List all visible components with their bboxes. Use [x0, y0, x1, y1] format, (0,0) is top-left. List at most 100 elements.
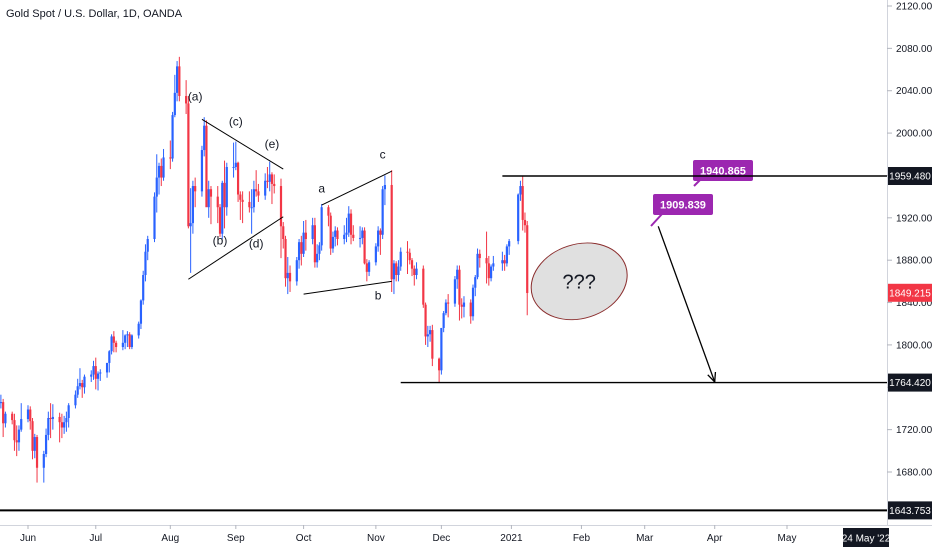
x-tick-label: Feb: [573, 533, 591, 544]
candle-body: [4, 413, 7, 424]
candle-body: [67, 405, 70, 418]
candle-body: [447, 302, 450, 304]
candle-body: [273, 183, 276, 187]
candle-body: [279, 186, 283, 227]
candle-body: [153, 196, 156, 239]
candle-body: [13, 420, 16, 441]
candle-body: [397, 266, 400, 276]
candle-body: [343, 234, 346, 239]
candle-body: [81, 383, 84, 388]
callout-tail: [650, 213, 663, 227]
x-tick-label: Jun: [20, 533, 36, 544]
chart-title: Gold Spot / U.S. Dollar, 1D, OANDA: [6, 8, 183, 20]
candle-body: [381, 189, 384, 235]
candle-body: [440, 327, 443, 371]
candle-body: [395, 263, 398, 276]
callout-box: [653, 194, 713, 215]
candle-body: [78, 383, 82, 387]
candle-body: [26, 409, 30, 420]
callout-text: 1940.865: [700, 166, 746, 178]
candle-body: [300, 242, 303, 254]
candle-body: [474, 277, 477, 288]
candle-body: [390, 184, 393, 280]
candle-body: [185, 96, 188, 104]
candle-body: [63, 422, 66, 428]
y-tick-label: 1840.000: [896, 298, 932, 309]
candle-body: [505, 246, 508, 264]
candle-body: [336, 230, 339, 239]
candle-body: [304, 232, 307, 239]
candle-body: [352, 234, 355, 238]
candle-body: [334, 230, 337, 237]
candle-body: [216, 196, 219, 208]
candle-body: [485, 258, 488, 264]
candle-body: [252, 189, 255, 208]
candle-body: [442, 313, 445, 328]
horizontal-lines: [0, 175, 887, 512]
candle-body: [487, 263, 490, 279]
candle-body: [83, 376, 86, 388]
y-tick-label: 2040.000: [896, 86, 932, 97]
candle-body: [108, 351, 111, 363]
candle-body: [218, 207, 222, 234]
wave-label: c: [380, 148, 386, 162]
candle-body: [406, 251, 409, 253]
candle-body: [431, 330, 434, 359]
wave-label: (d): [249, 236, 264, 250]
candle-body: [458, 269, 461, 305]
candle-body: [264, 180, 267, 196]
candle-body: [130, 335, 134, 348]
wedge-lower-line: [303, 280, 392, 295]
candle-body: [365, 263, 368, 272]
candle-body: [526, 225, 529, 294]
candle-body: [426, 334, 429, 337]
candle-body: [377, 230, 380, 247]
candle-body: [49, 417, 52, 420]
candle-body: [302, 232, 305, 254]
y-tick-label: 1680.000: [896, 468, 932, 479]
candle-body: [316, 253, 319, 263]
candle-body: [33, 437, 36, 451]
x-tick-label: Apr: [707, 533, 723, 544]
price-label-box: [888, 167, 932, 186]
candle-body: [90, 374, 93, 377]
candle-body: [112, 336, 115, 343]
candle-body: [29, 409, 32, 422]
candle-body: [288, 272, 292, 282]
candle-body: [60, 422, 63, 428]
candle-body: [142, 275, 145, 301]
crosshair-date-label: 24 May '22: [842, 534, 891, 545]
x-tick-label: May: [778, 533, 797, 544]
candle-body: [74, 394, 77, 406]
candle-body: [408, 252, 411, 261]
candle-body: [313, 225, 316, 263]
candle-body: [47, 417, 50, 435]
price-label-text: 1643.753: [889, 506, 931, 517]
candle-body: [160, 165, 163, 178]
price-label-text: 1959.480: [889, 172, 931, 183]
forecast-arrow-line: [657, 226, 716, 383]
y-tick-label: 2000.000: [896, 129, 932, 140]
candle-body: [121, 342, 124, 348]
candle-body: [320, 207, 323, 246]
candle-body: [361, 230, 364, 238]
candle-body: [374, 246, 377, 263]
candle-body: [58, 416, 61, 423]
candle-body: [422, 268, 425, 305]
candle-body: [92, 366, 95, 375]
y-tick-label: 1880.000: [896, 256, 932, 267]
candle-body: [438, 358, 441, 371]
candle-body: [331, 236, 335, 249]
candle-body: [329, 215, 332, 249]
candle-body: [462, 302, 466, 307]
wave-label: (a): [188, 89, 203, 103]
candle-body: [521, 186, 524, 220]
candle-body: [501, 260, 504, 264]
forecast-arrowhead-left: [707, 374, 716, 383]
time-axis[interactable]: Jun Jul Aug Sep Oct Nov Dec 2021 Feb Mar Apr May 24 …: [20, 525, 891, 547]
candle-body: [399, 251, 402, 267]
callout-text: 1909.839: [660, 200, 706, 212]
candle-body: [392, 263, 396, 280]
candle-body: [517, 194, 520, 242]
